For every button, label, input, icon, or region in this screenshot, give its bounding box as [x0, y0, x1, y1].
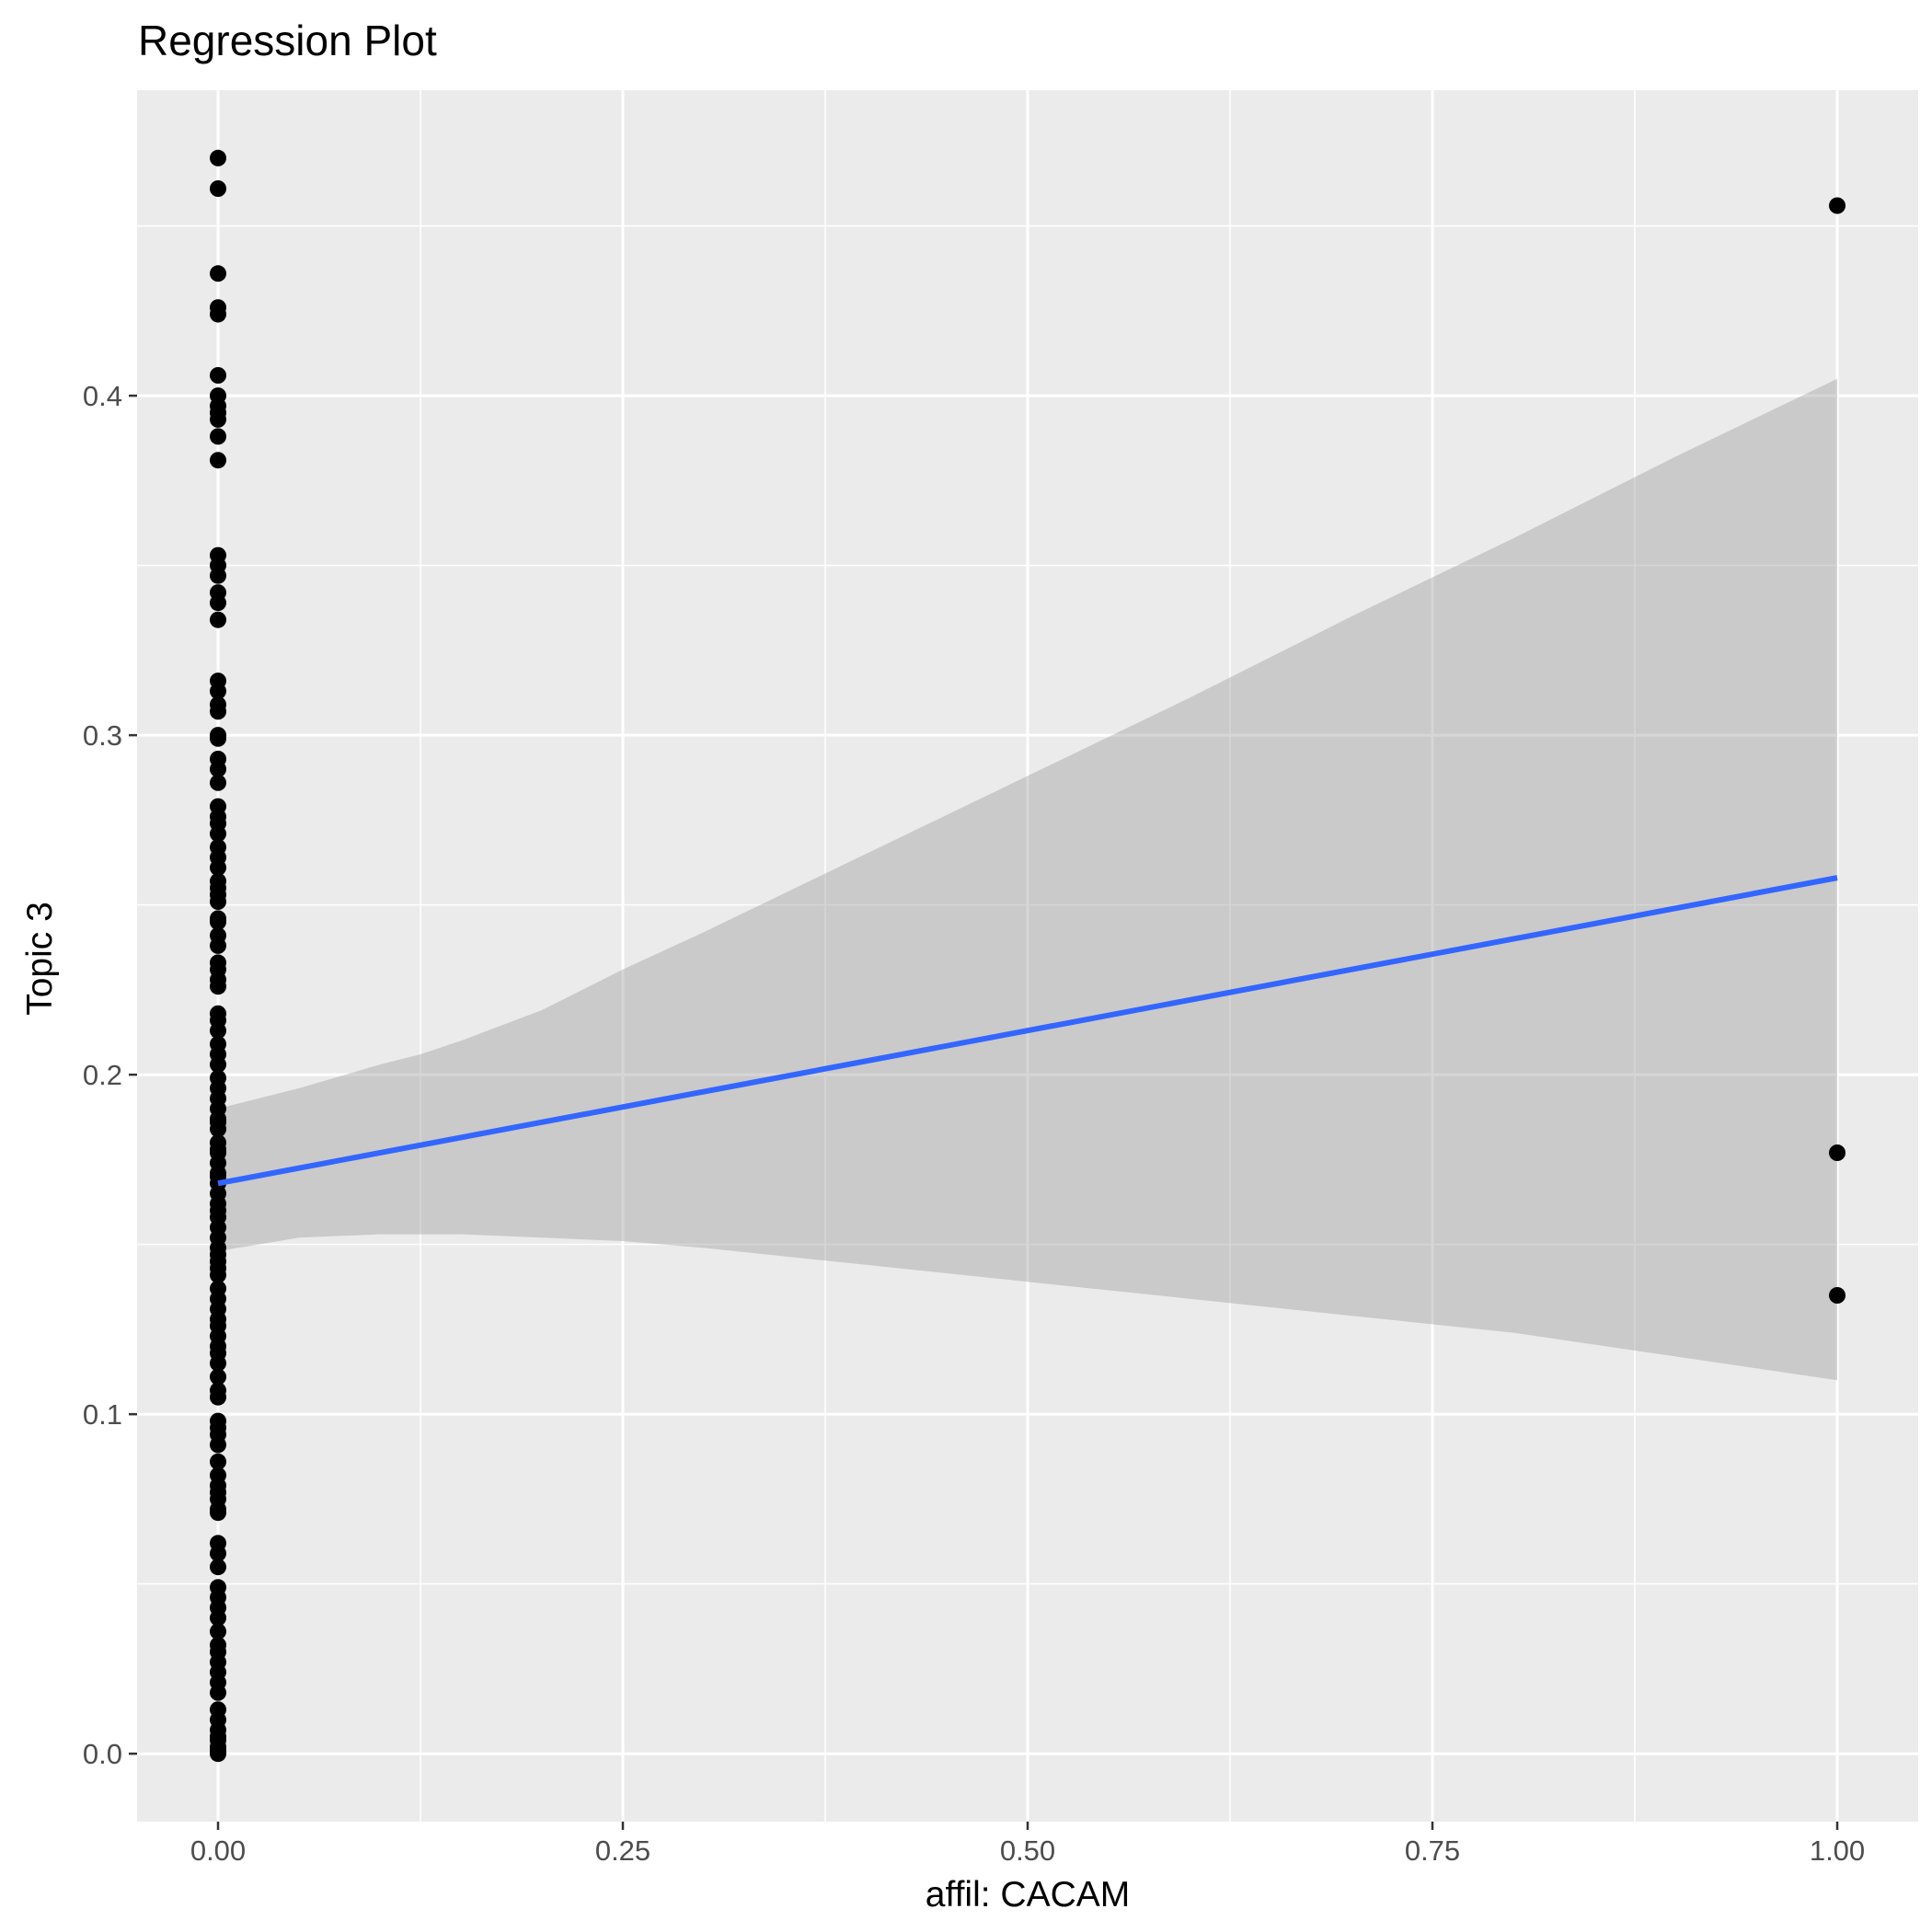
data-point: [210, 761, 226, 777]
data-point: [210, 683, 226, 700]
data-point: [210, 1266, 226, 1283]
data-point: [210, 1545, 226, 1562]
data-point: [210, 1141, 226, 1158]
data-points: [210, 149, 1846, 1763]
data-point: [210, 1354, 226, 1372]
y-tick-label: 0.0: [83, 1738, 122, 1770]
data-point: [210, 180, 226, 197]
data-point: [210, 1056, 226, 1074]
data-point: [210, 1558, 226, 1576]
x-tick-label: 0.00: [190, 1834, 246, 1867]
y-axis: 0.0 0.1 0.2 0.3 0.4: [83, 380, 137, 1770]
confidence-band: [218, 378, 1837, 1381]
data-point: [210, 774, 226, 791]
chart-title: Regression Plot: [138, 17, 437, 64]
data-point: [210, 1436, 226, 1454]
y-tick-label: 0.3: [83, 719, 122, 752]
data-point: [1829, 197, 1846, 214]
data-point: [210, 730, 226, 747]
y-axis-title: Topic 3: [20, 902, 60, 1016]
data-point: [210, 1504, 226, 1522]
x-tick-label: 0.75: [1405, 1834, 1460, 1867]
data-point: [210, 1280, 226, 1297]
x-axis: 0.00 0.25 0.50 0.75 1.00: [190, 1822, 1865, 1867]
data-point: [210, 1711, 226, 1729]
data-point: [210, 937, 226, 954]
data-point: [210, 1113, 226, 1131]
data-point: [210, 305, 226, 323]
data-point: [210, 859, 226, 877]
data-point: [210, 703, 226, 720]
data-point: [210, 428, 226, 445]
data-point: [210, 978, 226, 995]
data-point: [210, 1453, 226, 1470]
data-point: [210, 825, 226, 843]
y-tick-label: 0.1: [83, 1398, 122, 1431]
data-point: [210, 1388, 226, 1406]
data-point: [210, 149, 226, 167]
data-point: [210, 798, 226, 815]
data-point: [210, 1663, 226, 1681]
data-point: [210, 265, 226, 282]
y-tick-label: 0.2: [83, 1059, 122, 1091]
data-point: [210, 893, 226, 910]
data-point: [210, 1609, 226, 1627]
data-point: [210, 1022, 226, 1040]
y-tick-label: 0.4: [83, 380, 122, 412]
data-point: [210, 1684, 226, 1701]
data-point: [210, 1368, 226, 1386]
data-point: [210, 410, 226, 428]
data-point: [210, 872, 226, 890]
data-point: [1829, 1287, 1846, 1304]
data-point: [1829, 1144, 1846, 1161]
data-point: [210, 594, 226, 612]
x-tick-label: 1.00: [1810, 1834, 1865, 1867]
data-point: [210, 611, 226, 628]
data-point: [210, 914, 226, 931]
data-point: [210, 1466, 226, 1484]
regression-line: [217, 875, 1838, 1187]
data-point: [210, 1623, 226, 1640]
x-tick-label: 0.25: [595, 1834, 650, 1867]
data-point: [210, 452, 226, 469]
x-axis-title: affil: CACAM: [926, 1875, 1131, 1915]
data-point: [210, 1728, 226, 1745]
data-point: [210, 567, 226, 584]
data-point: [210, 367, 226, 384]
x-tick-label: 0.50: [1000, 1834, 1055, 1867]
